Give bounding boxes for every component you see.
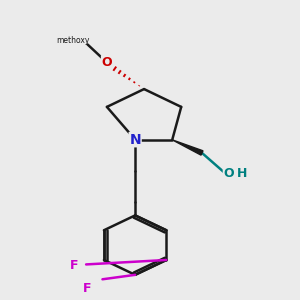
Polygon shape xyxy=(172,140,203,155)
Text: F: F xyxy=(83,282,92,295)
Text: F: F xyxy=(70,260,79,272)
Text: methoxy: methoxy xyxy=(56,35,89,44)
Text: O: O xyxy=(102,56,112,69)
Text: O: O xyxy=(224,167,234,180)
Text: H: H xyxy=(237,167,247,180)
Text: N: N xyxy=(129,133,141,147)
